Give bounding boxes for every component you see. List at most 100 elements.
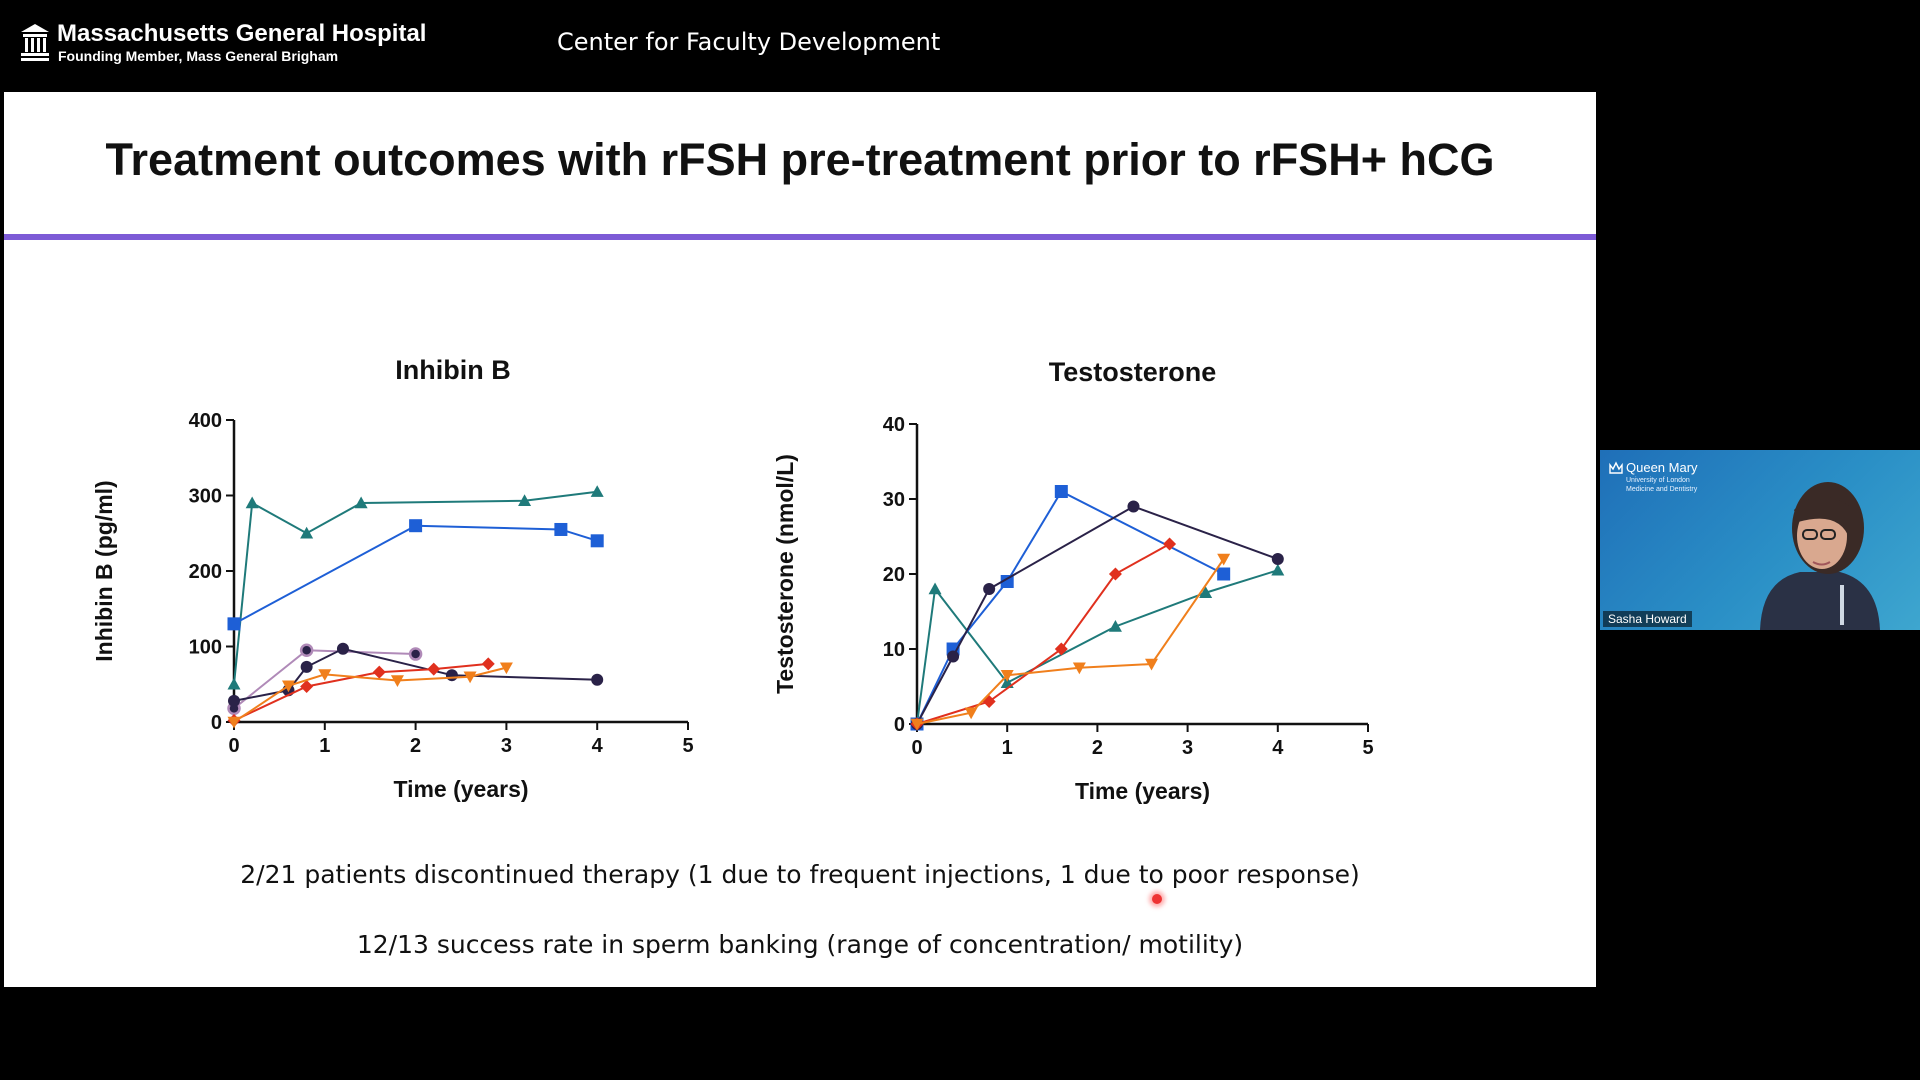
- x-tick-label: 5: [682, 735, 693, 757]
- data-point: [591, 673, 604, 686]
- data-point: [982, 695, 996, 708]
- data-point: [947, 650, 960, 663]
- x-axis-label: Time (years): [1075, 778, 1210, 804]
- bullet-sperm-banking: 12/13 success rate in sperm banking (ran…: [356, 930, 1244, 959]
- series-line: [916, 558, 1225, 725]
- x-tick-label: 0: [911, 737, 922, 759]
- data-point: [1217, 567, 1231, 581]
- data-point: [499, 662, 513, 675]
- series-line: [916, 569, 1279, 725]
- series-line: [916, 490, 1225, 725]
- y-axis-label: Testosterone (nmol/L): [772, 454, 798, 694]
- data-point: [300, 680, 314, 694]
- data-point: [1072, 662, 1086, 675]
- x-tick-label: 3: [501, 735, 512, 757]
- y-tick-label: 10: [883, 639, 905, 661]
- title-divider: [4, 234, 1596, 240]
- series-line: [233, 524, 598, 625]
- data-point: [300, 526, 314, 539]
- data-point: [409, 519, 423, 533]
- data-point: [518, 494, 532, 506]
- institution-name: Queen Mary: [1626, 460, 1698, 475]
- data-point: [1054, 485, 1068, 498]
- data-point: [390, 675, 404, 687]
- slide-title: Treatment outcomes with rFSH pre-treatme…: [105, 134, 1495, 185]
- institution-subtitle: University of London Medicine and Dentis…: [1626, 477, 1698, 493]
- bullet-discontinued: 2/21 patients discontinued therapy (1 du…: [240, 860, 1360, 889]
- data-point: [228, 694, 240, 707]
- x-tick-label: 2: [410, 735, 421, 757]
- data-point: [983, 583, 996, 595]
- data-point: [590, 485, 604, 497]
- data-point: [1127, 500, 1140, 513]
- data-point: [1108, 620, 1122, 632]
- x-tick-label: 3: [1182, 737, 1193, 759]
- y-tick-label: 300: [189, 486, 222, 508]
- data-point: [1000, 575, 1014, 588]
- series-line: [916, 505, 1279, 725]
- top-bar: Massachusetts General Hospital Founding …: [0, 0, 1920, 92]
- series-line: [233, 490, 598, 685]
- series-line: [916, 543, 1171, 725]
- data-point: [910, 718, 924, 731]
- data-point: [1054, 642, 1068, 656]
- y-tick-label: 0: [211, 712, 222, 734]
- x-tick-label: 4: [592, 735, 604, 757]
- y-tick-label: 40: [883, 414, 905, 436]
- data-point: [408, 647, 423, 661]
- data-point: [1199, 586, 1213, 598]
- webcam-tile[interactable]: Queen Mary University of London Medicine…: [1600, 450, 1920, 630]
- x-tick-label: 1: [1002, 737, 1013, 759]
- data-point: [372, 665, 386, 679]
- data-point: [481, 657, 495, 671]
- data-point: [318, 669, 332, 681]
- x-tick-label: 4: [1272, 737, 1284, 759]
- data-point: [336, 642, 349, 655]
- data-point: [1145, 658, 1159, 671]
- data-point: [227, 617, 241, 631]
- data-point: [245, 496, 259, 509]
- data-point: [427, 662, 441, 676]
- laser-pointer: [1152, 894, 1162, 904]
- x-tick-label: 1: [319, 735, 330, 757]
- org-subtitle: Founding Member, Mass General Brigham: [58, 48, 339, 64]
- data-point: [1108, 567, 1122, 581]
- data-point: [299, 643, 314, 658]
- data-point: [928, 582, 942, 595]
- x-axis-label: Time (years): [393, 776, 528, 802]
- y-tick-label: 30: [883, 489, 905, 511]
- center-title: Center for Faculty Development: [557, 28, 941, 56]
- data-point: [1271, 553, 1284, 565]
- data-point: [1163, 537, 1177, 551]
- participant-name: Sasha Howard: [1603, 611, 1692, 627]
- org-name: Massachusetts General Hospital: [57, 20, 427, 47]
- series-line: [233, 666, 507, 723]
- data-point: [445, 669, 458, 682]
- y-axis-label: Inhibin B (pg/ml): [91, 480, 117, 661]
- data-point: [227, 677, 241, 690]
- data-point: [554, 522, 568, 536]
- data-point: [227, 716, 241, 729]
- y-tick-label: 100: [189, 637, 222, 659]
- y-tick-label: 0: [894, 714, 905, 736]
- data-point: [590, 534, 604, 548]
- data-point: [1271, 563, 1285, 576]
- y-tick-label: 400: [189, 410, 222, 432]
- x-tick-label: 5: [1362, 737, 1373, 759]
- x-tick-label: 0: [228, 735, 239, 757]
- chart-title: Inhibin B: [395, 355, 510, 385]
- data-point: [964, 707, 978, 720]
- data-point: [1217, 553, 1231, 566]
- presentation-slide: Treatment outcomes with rFSH pre-treatme…: [4, 92, 1596, 987]
- x-tick-label: 2: [1092, 737, 1103, 759]
- data-point: [463, 671, 477, 684]
- crown-icon: [1609, 461, 1623, 474]
- y-tick-label: 20: [883, 564, 905, 586]
- chart-title: Testosterone: [1049, 357, 1217, 387]
- data-point: [300, 660, 313, 673]
- data-point: [281, 680, 295, 693]
- presenter-video: [1760, 482, 1880, 630]
- y-tick-label: 200: [189, 561, 222, 583]
- data-point: [354, 496, 368, 509]
